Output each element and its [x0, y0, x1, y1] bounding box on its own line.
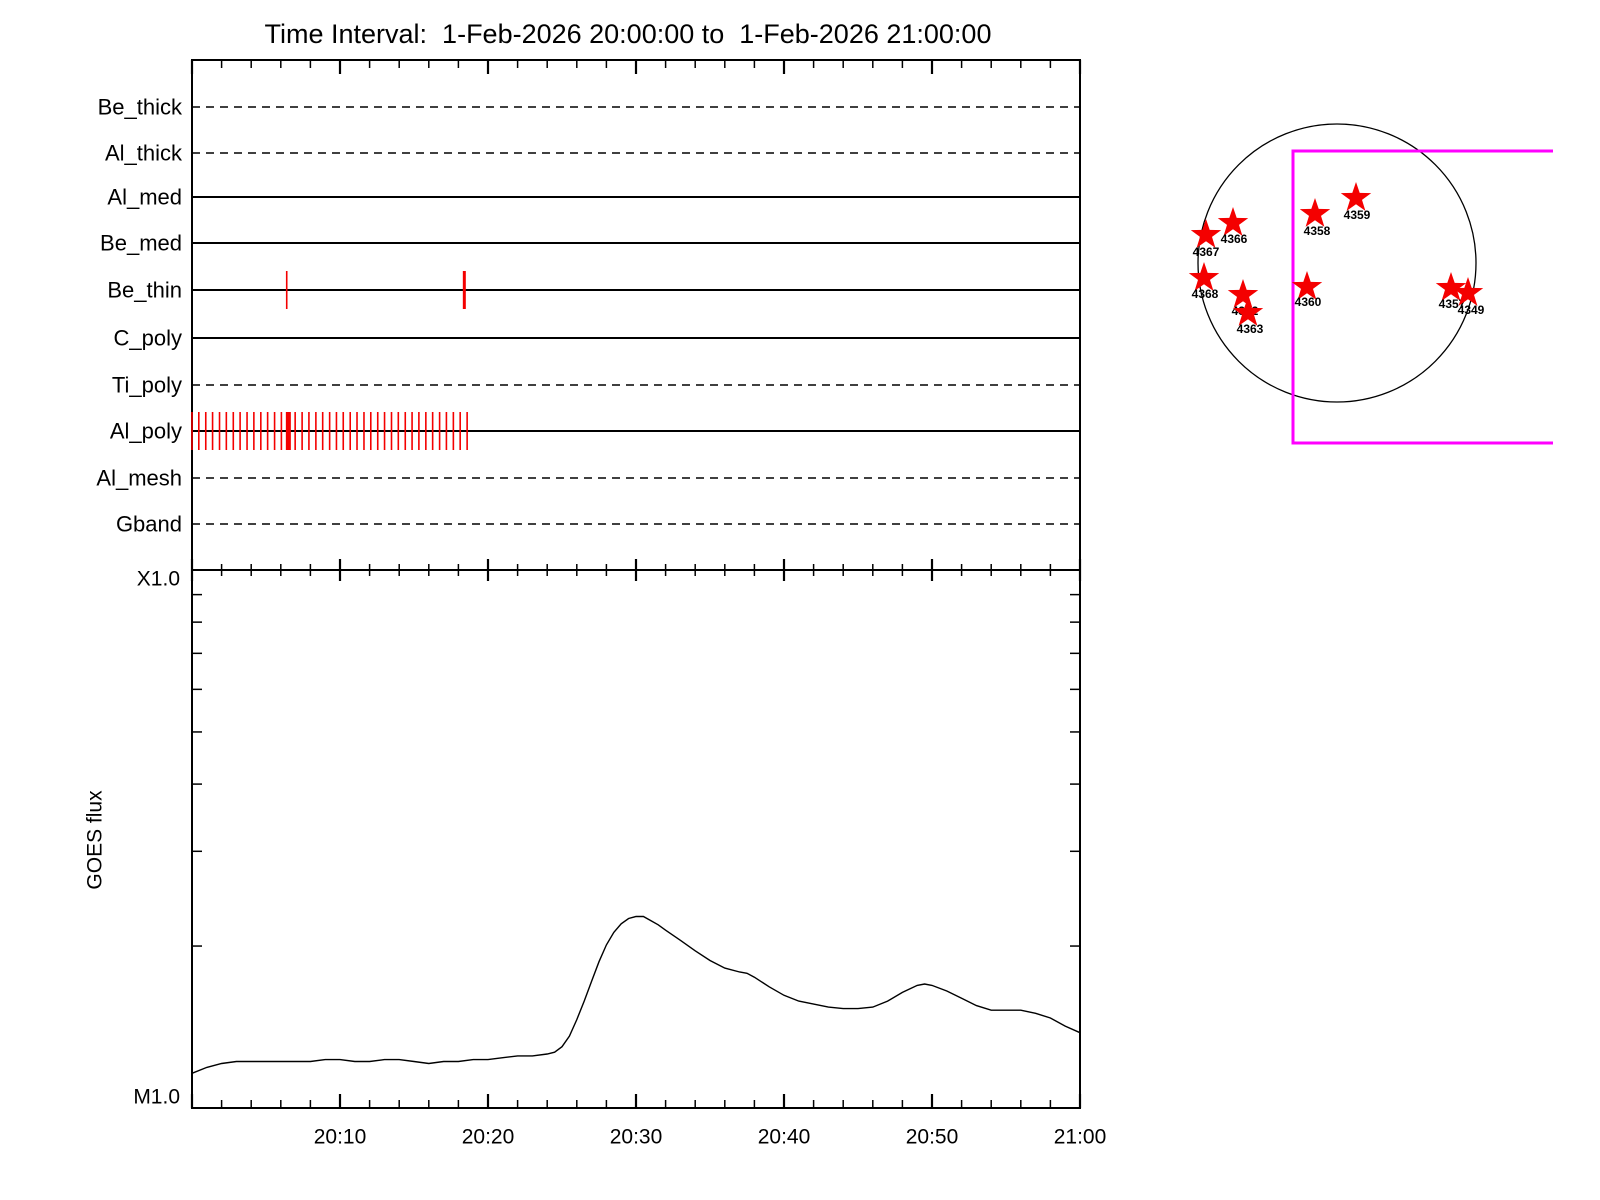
filter-label-Be_thin: Be_thin	[107, 278, 182, 303]
filter-label-C_poly: C_poly	[114, 326, 182, 351]
page-title: Time Interval: 1-Feb-2026 20:00:00 to 1-…	[265, 19, 992, 49]
flare-label-4349: 4349	[1458, 303, 1485, 317]
flare-marker-4367	[1190, 219, 1222, 248]
filter-label-Al_med: Al_med	[107, 185, 182, 210]
filter-label-Ti_poly: Ti_poly	[112, 373, 182, 398]
flare-marker-4357	[1435, 272, 1467, 301]
filter-label-Al_poly: Al_poly	[110, 419, 182, 444]
goes-flux-panel: 20:10 20:20 20:30 20:40 20:50 21:00 X1.0 M1.0…	[84, 568, 1107, 1149]
log-flux-ticks-group	[192, 593, 1080, 947]
y-axis-title: GOES flux	[84, 790, 107, 890]
flare-marker-4363	[1232, 297, 1264, 326]
flare-marker-4362	[1227, 279, 1259, 308]
y-axis-top-label: X1.0	[137, 568, 180, 591]
x-tick-label-20:20: 20:20	[462, 1126, 515, 1149]
flare-label-4368: 4368	[1192, 287, 1219, 301]
solar-limb-circle	[1197, 123, 1477, 403]
y-axis-bottom-label: M1.0	[133, 1086, 180, 1109]
flare-label-4363: 4363	[1237, 322, 1264, 336]
fov-box	[1291, 149, 1553, 445]
filter-timeline-panel: Be_thick Al_thick Al_med Be_med Be_thin C_pol…	[96, 59, 1082, 581]
goes-flux-curve	[191, 915, 1081, 1074]
flare-label-4359: 4359	[1344, 208, 1371, 222]
top-time-axis	[190, 60, 1082, 74]
x-tick-label-20:10: 20:10	[314, 1126, 367, 1149]
flare-marker-4360	[1291, 271, 1323, 300]
filter-label-Al_mesh: Al_mesh	[96, 466, 182, 491]
x-tick-label-21:00: 21:00	[1054, 1126, 1107, 1149]
flare-marker-4368	[1188, 262, 1220, 291]
flare-label-4367: 4367	[1193, 245, 1220, 259]
flare-label-4366: 4366	[1221, 232, 1248, 246]
flare-label-4357: 4357	[1439, 297, 1466, 311]
filter-label-Gband: Gband	[116, 512, 182, 537]
filter-label-Al_thick: Al_thick	[105, 141, 183, 166]
bottom-time-axis	[190, 1094, 1082, 1108]
x-tick-label-20:50: 20:50	[906, 1126, 959, 1149]
filter-exposure-ticks-group	[191, 271, 468, 450]
flare-marker-4349	[1452, 277, 1484, 306]
solar-disk-panel: 4367436643584359436843624363436043574349	[1188, 123, 1553, 445]
filter-label-Be_thick: Be_thick	[98, 95, 183, 120]
filter-lines-group	[192, 106, 1080, 525]
x-tick-label-20:30: 20:30	[610, 1126, 663, 1149]
flare-label-4358: 4358	[1304, 224, 1331, 238]
filter-label-Be_med: Be_med	[100, 231, 182, 256]
time-axis-labels-group: 20:10 20:20 20:30 20:40 20:50 21:00	[314, 1126, 1107, 1149]
flare-marker-4366	[1217, 207, 1249, 236]
flare-marker-4359	[1340, 182, 1372, 211]
flare-label-4360: 4360	[1295, 295, 1322, 309]
flare-marker-4358	[1299, 198, 1331, 227]
x-tick-label-20:40: 20:40	[758, 1126, 811, 1149]
flare-markers-group: 4367436643584359436843624363436043574349	[1188, 182, 1485, 336]
filter-labels-group: Be_thick Al_thick Al_med Be_med Be_thin C_pol…	[96, 95, 183, 537]
